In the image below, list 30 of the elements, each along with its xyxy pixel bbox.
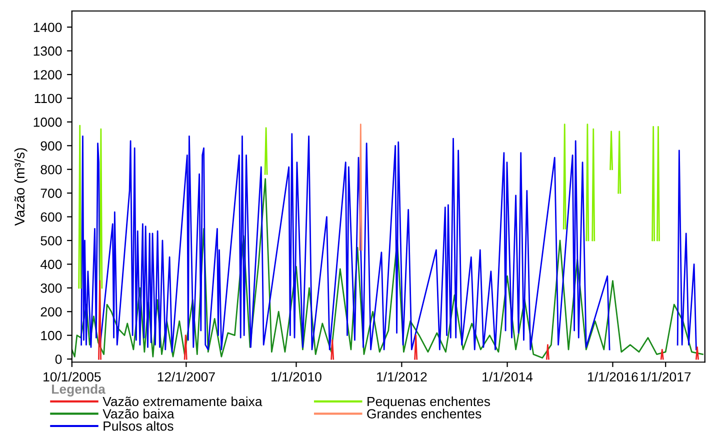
y-tick-label: 200 [40, 307, 62, 317]
y-tick-label: 1400 [34, 22, 62, 32]
x-tick-label: 12/1/2007 [158, 372, 215, 382]
y-axis-title: Vazão (m³/s) [14, 148, 28, 226]
y-tick-label: 1000 [34, 118, 62, 127]
legend-label: Vazão baixa [102, 408, 174, 418]
x-tick-label: 1/1/2010 [272, 372, 322, 382]
y-tick-label: 600 [40, 212, 62, 222]
y-tick-label: 0 [55, 354, 62, 364]
x-tick-label: 10/1/2005 [44, 372, 101, 382]
y-tick-label: 700 [40, 188, 62, 198]
legend-label: Pulsos altos [104, 421, 174, 431]
y-tick-label: 100 [41, 330, 62, 340]
y-tick-label: 1200 [34, 70, 62, 80]
x-tick-label: 1/1/2017 [640, 372, 691, 382]
y-tick-label: 300 [40, 283, 62, 293]
y-tick-label: 400 [40, 260, 62, 270]
y-tick-label: 1300 [34, 46, 62, 56]
line-series [72, 178, 704, 359]
legend-label: Grandes enchentes [367, 408, 482, 418]
legend-label: Vazão extremamente baixa [102, 396, 262, 406]
y-tick-label: 900 [40, 141, 62, 151]
x-tick-label: 1/1/2016 [588, 372, 638, 382]
y-tick-label: 1100 [34, 94, 62, 104]
legend-label: Pequenas enchentes [368, 396, 490, 409]
x-tick-label: 1/1/2014 [482, 372, 533, 382]
y-tick-label: 800 [40, 164, 62, 174]
x-tick-label: 1/1/2012 [377, 372, 427, 382]
legend-title: Legenda [52, 384, 106, 396]
y-tick-label: 500 [40, 236, 62, 246]
